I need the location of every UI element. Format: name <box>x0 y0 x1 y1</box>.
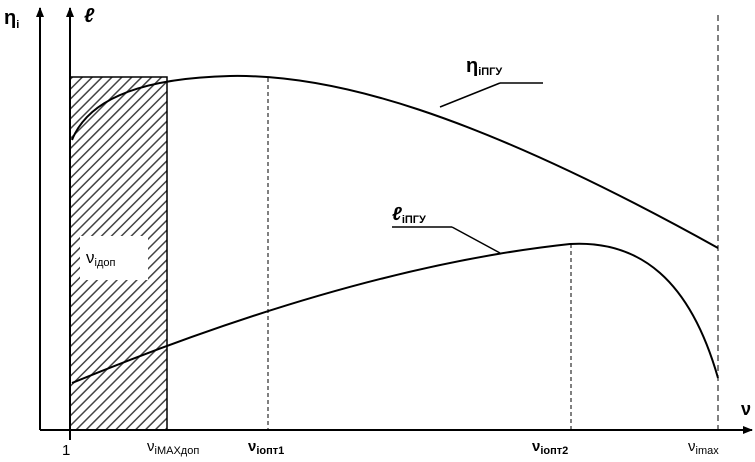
ell-curve <box>71 242 719 384</box>
axis-label: ν <box>741 399 751 419</box>
curve-label: ηiПГУ <box>466 55 502 78</box>
curve-label: ℓiПГУ <box>392 204 426 226</box>
zone-label-box <box>80 236 148 280</box>
x-label: νiопт2 <box>532 438 568 457</box>
eta-curve <box>71 74 719 249</box>
axis-label: ηi <box>4 7 19 31</box>
zone-label: νiдоп <box>86 248 115 269</box>
x-label: νimax <box>688 438 719 457</box>
x-label: 1 <box>62 442 70 459</box>
leader-line <box>439 82 501 108</box>
leader-line <box>451 226 501 254</box>
x-label: νiопт1 <box>248 438 284 457</box>
x-label: νiMAXдоп <box>147 438 199 457</box>
axis-label: ℓ <box>84 5 95 27</box>
